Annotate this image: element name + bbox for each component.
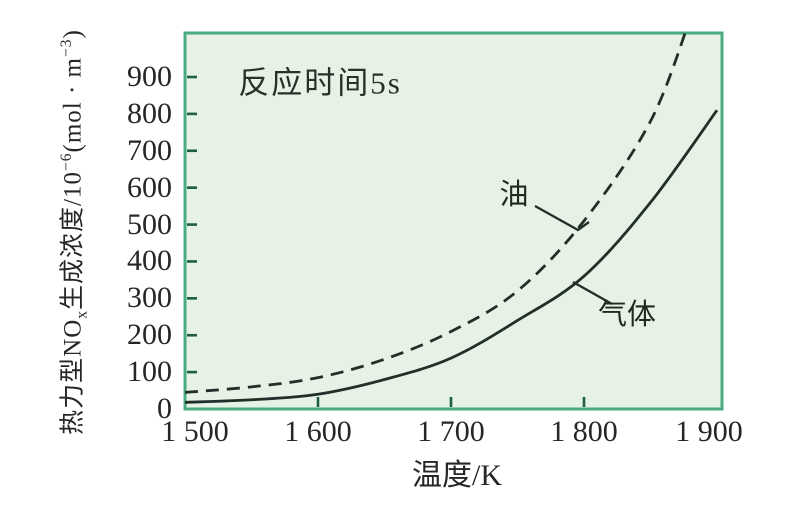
y-tick-label: 200 [127, 318, 172, 352]
y-tick-label: 0 [157, 392, 172, 425]
x-tick-label: 1 500 [161, 415, 229, 448]
y-axis-title-subscript: x [73, 309, 91, 319]
y-tick-label: 700 [127, 133, 172, 167]
leader-line-oil [534, 204, 590, 232]
y-axis-title-text2: 生成浓度/10 [59, 171, 87, 310]
annotation-reaction-time: 反应时间5s [238, 65, 402, 101]
x-tick-label: 1 700 [417, 415, 485, 448]
x-tick-label: 1 600 [284, 415, 352, 448]
curve-label-gas: 气体 [597, 299, 657, 331]
leader-line-gas [572, 280, 613, 306]
y-tick-label: 500 [127, 207, 172, 241]
curve-label-oil: 油 [499, 179, 529, 211]
y-tick-label: 600 [127, 170, 172, 204]
y-axis-title-unit: (mol · m [59, 57, 87, 153]
y-axis-title-text: 热力型NO [59, 318, 87, 435]
y-tick-label: 800 [127, 96, 172, 130]
y-axis-title: 热力型NOx生成浓度/10−6(mol · m−3) [53, 29, 92, 435]
x-tick-label: 1 800 [550, 415, 618, 448]
y-axis-title-exponent: −6 [58, 152, 76, 172]
curve-oil [185, 33, 687, 394]
y-axis-title-unit-exponent: −3 [58, 38, 76, 58]
y-tick-label: 300 [127, 281, 172, 315]
y-axis-title-unit-close: ) [59, 29, 87, 39]
curve-gas [185, 109, 719, 404]
y-tick-label: 400 [127, 244, 172, 278]
x-tick-label: 1 900 [675, 415, 743, 448]
x-axis-title: 温度/K [412, 459, 502, 492]
plot-area [183, 31, 724, 411]
y-tick-label: 900 [127, 60, 172, 93]
y-tick-label: 100 [127, 355, 172, 389]
